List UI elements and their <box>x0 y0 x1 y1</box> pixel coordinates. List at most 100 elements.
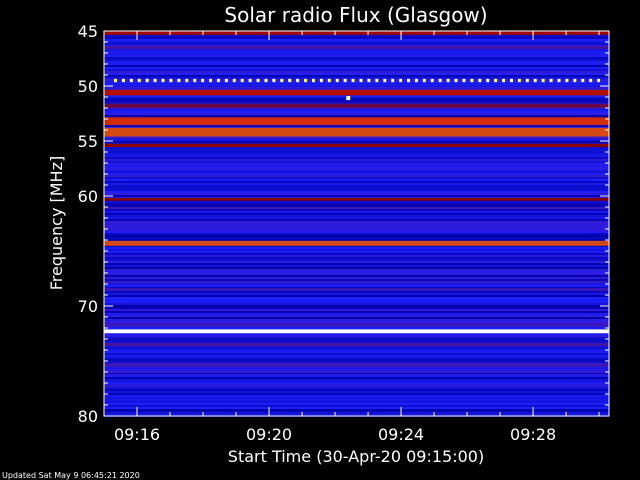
band <box>104 343 609 346</box>
noise-row <box>104 283 609 285</box>
noise-row <box>104 187 609 189</box>
spectrogram-bursts <box>131 90 351 101</box>
band-dot <box>272 78 276 83</box>
noise-row <box>104 387 609 389</box>
noise-row <box>104 413 609 415</box>
band <box>104 46 609 49</box>
noise-row <box>104 35 609 37</box>
band-dot <box>462 78 466 83</box>
band-dot <box>533 78 537 83</box>
noise-row <box>104 165 609 167</box>
noise-row <box>104 265 609 267</box>
noise-row <box>104 257 609 259</box>
band-dot <box>541 78 545 83</box>
noise-row <box>104 113 609 115</box>
noise-row <box>104 137 609 139</box>
noise-row <box>104 225 609 227</box>
band-dot <box>517 78 521 83</box>
band-dot <box>478 78 482 83</box>
noise-row <box>104 371 609 373</box>
y-tick-label: 60 <box>78 187 98 206</box>
noise-row <box>104 309 609 311</box>
noise-row <box>104 407 609 409</box>
band <box>104 197 609 201</box>
noise-row <box>104 315 609 317</box>
noise-row <box>104 73 609 75</box>
noise-row <box>104 109 609 111</box>
burst-point <box>131 90 136 95</box>
noise-row <box>104 141 609 143</box>
noise-row <box>104 223 609 225</box>
noise-row <box>104 221 609 223</box>
noise-row <box>104 357 609 359</box>
noise-row <box>104 305 609 307</box>
noise-row <box>104 217 609 219</box>
noise-row <box>104 227 609 229</box>
noise-row <box>104 325 609 327</box>
band-dot <box>327 78 331 83</box>
noise-row <box>104 45 609 47</box>
noise-row <box>104 67 609 69</box>
noise-row <box>104 275 609 277</box>
band-dot <box>209 78 213 83</box>
band <box>104 89 609 96</box>
noise-row <box>104 319 609 321</box>
noise-row <box>104 365 609 367</box>
noise-row <box>104 317 609 319</box>
band <box>104 166 609 171</box>
noise-row <box>104 79 609 81</box>
band-dot <box>161 78 165 83</box>
spectrogram-rows <box>104 31 609 417</box>
noise-row <box>104 341 609 343</box>
noise-row <box>104 391 609 393</box>
noise-row <box>104 345 609 347</box>
y-tick-label: 45 <box>78 22 98 41</box>
noise-row <box>104 61 609 63</box>
noise-row <box>104 59 609 61</box>
noise-row <box>104 379 609 381</box>
noise-row <box>104 255 609 257</box>
band <box>104 143 609 148</box>
noise-row <box>104 159 609 161</box>
noise-row <box>104 349 609 351</box>
noise-row <box>104 377 609 379</box>
x-axis-label: Start Time (30-Apr-20 09:15:00) <box>228 447 484 466</box>
noise-row <box>104 99 609 101</box>
noise-row <box>104 279 609 281</box>
spectrogram-bands <box>104 31 609 377</box>
noise-row <box>104 353 609 355</box>
band-dot <box>240 78 244 83</box>
noise-row <box>104 367 609 369</box>
band-dot <box>114 78 117 83</box>
y-axis: 45 50 55 60 70 80 <box>78 22 609 426</box>
band-dot <box>438 78 442 83</box>
noise-row <box>104 401 609 403</box>
noise-row <box>104 247 609 249</box>
band-dot <box>407 78 411 83</box>
noise-row <box>104 97 609 99</box>
noise-row <box>104 405 609 407</box>
noise-row <box>104 71 609 73</box>
noise-row <box>104 381 609 383</box>
noise-row <box>104 203 609 205</box>
noise-row <box>104 373 609 375</box>
noise-row <box>104 229 609 231</box>
noise-row <box>104 85 609 87</box>
noise-row <box>104 369 609 371</box>
y-tick-label: 50 <box>78 77 98 96</box>
x-tick-label: 09:20 <box>246 425 292 444</box>
noise-row <box>104 211 609 213</box>
band-dot <box>549 78 553 83</box>
noise-row <box>104 171 609 173</box>
noise-row <box>104 311 609 313</box>
noise-row <box>104 151 609 153</box>
band-dot <box>383 78 387 83</box>
chart-title: Solar radio Flux (Glasgow) <box>224 3 487 27</box>
noise-row <box>104 307 609 309</box>
noise-row <box>104 303 609 305</box>
x-tick-label: 09:16 <box>114 425 160 444</box>
noise-row <box>104 399 609 401</box>
noise-row <box>104 43 609 45</box>
noise-row <box>104 263 609 265</box>
noise-row <box>104 359 609 361</box>
